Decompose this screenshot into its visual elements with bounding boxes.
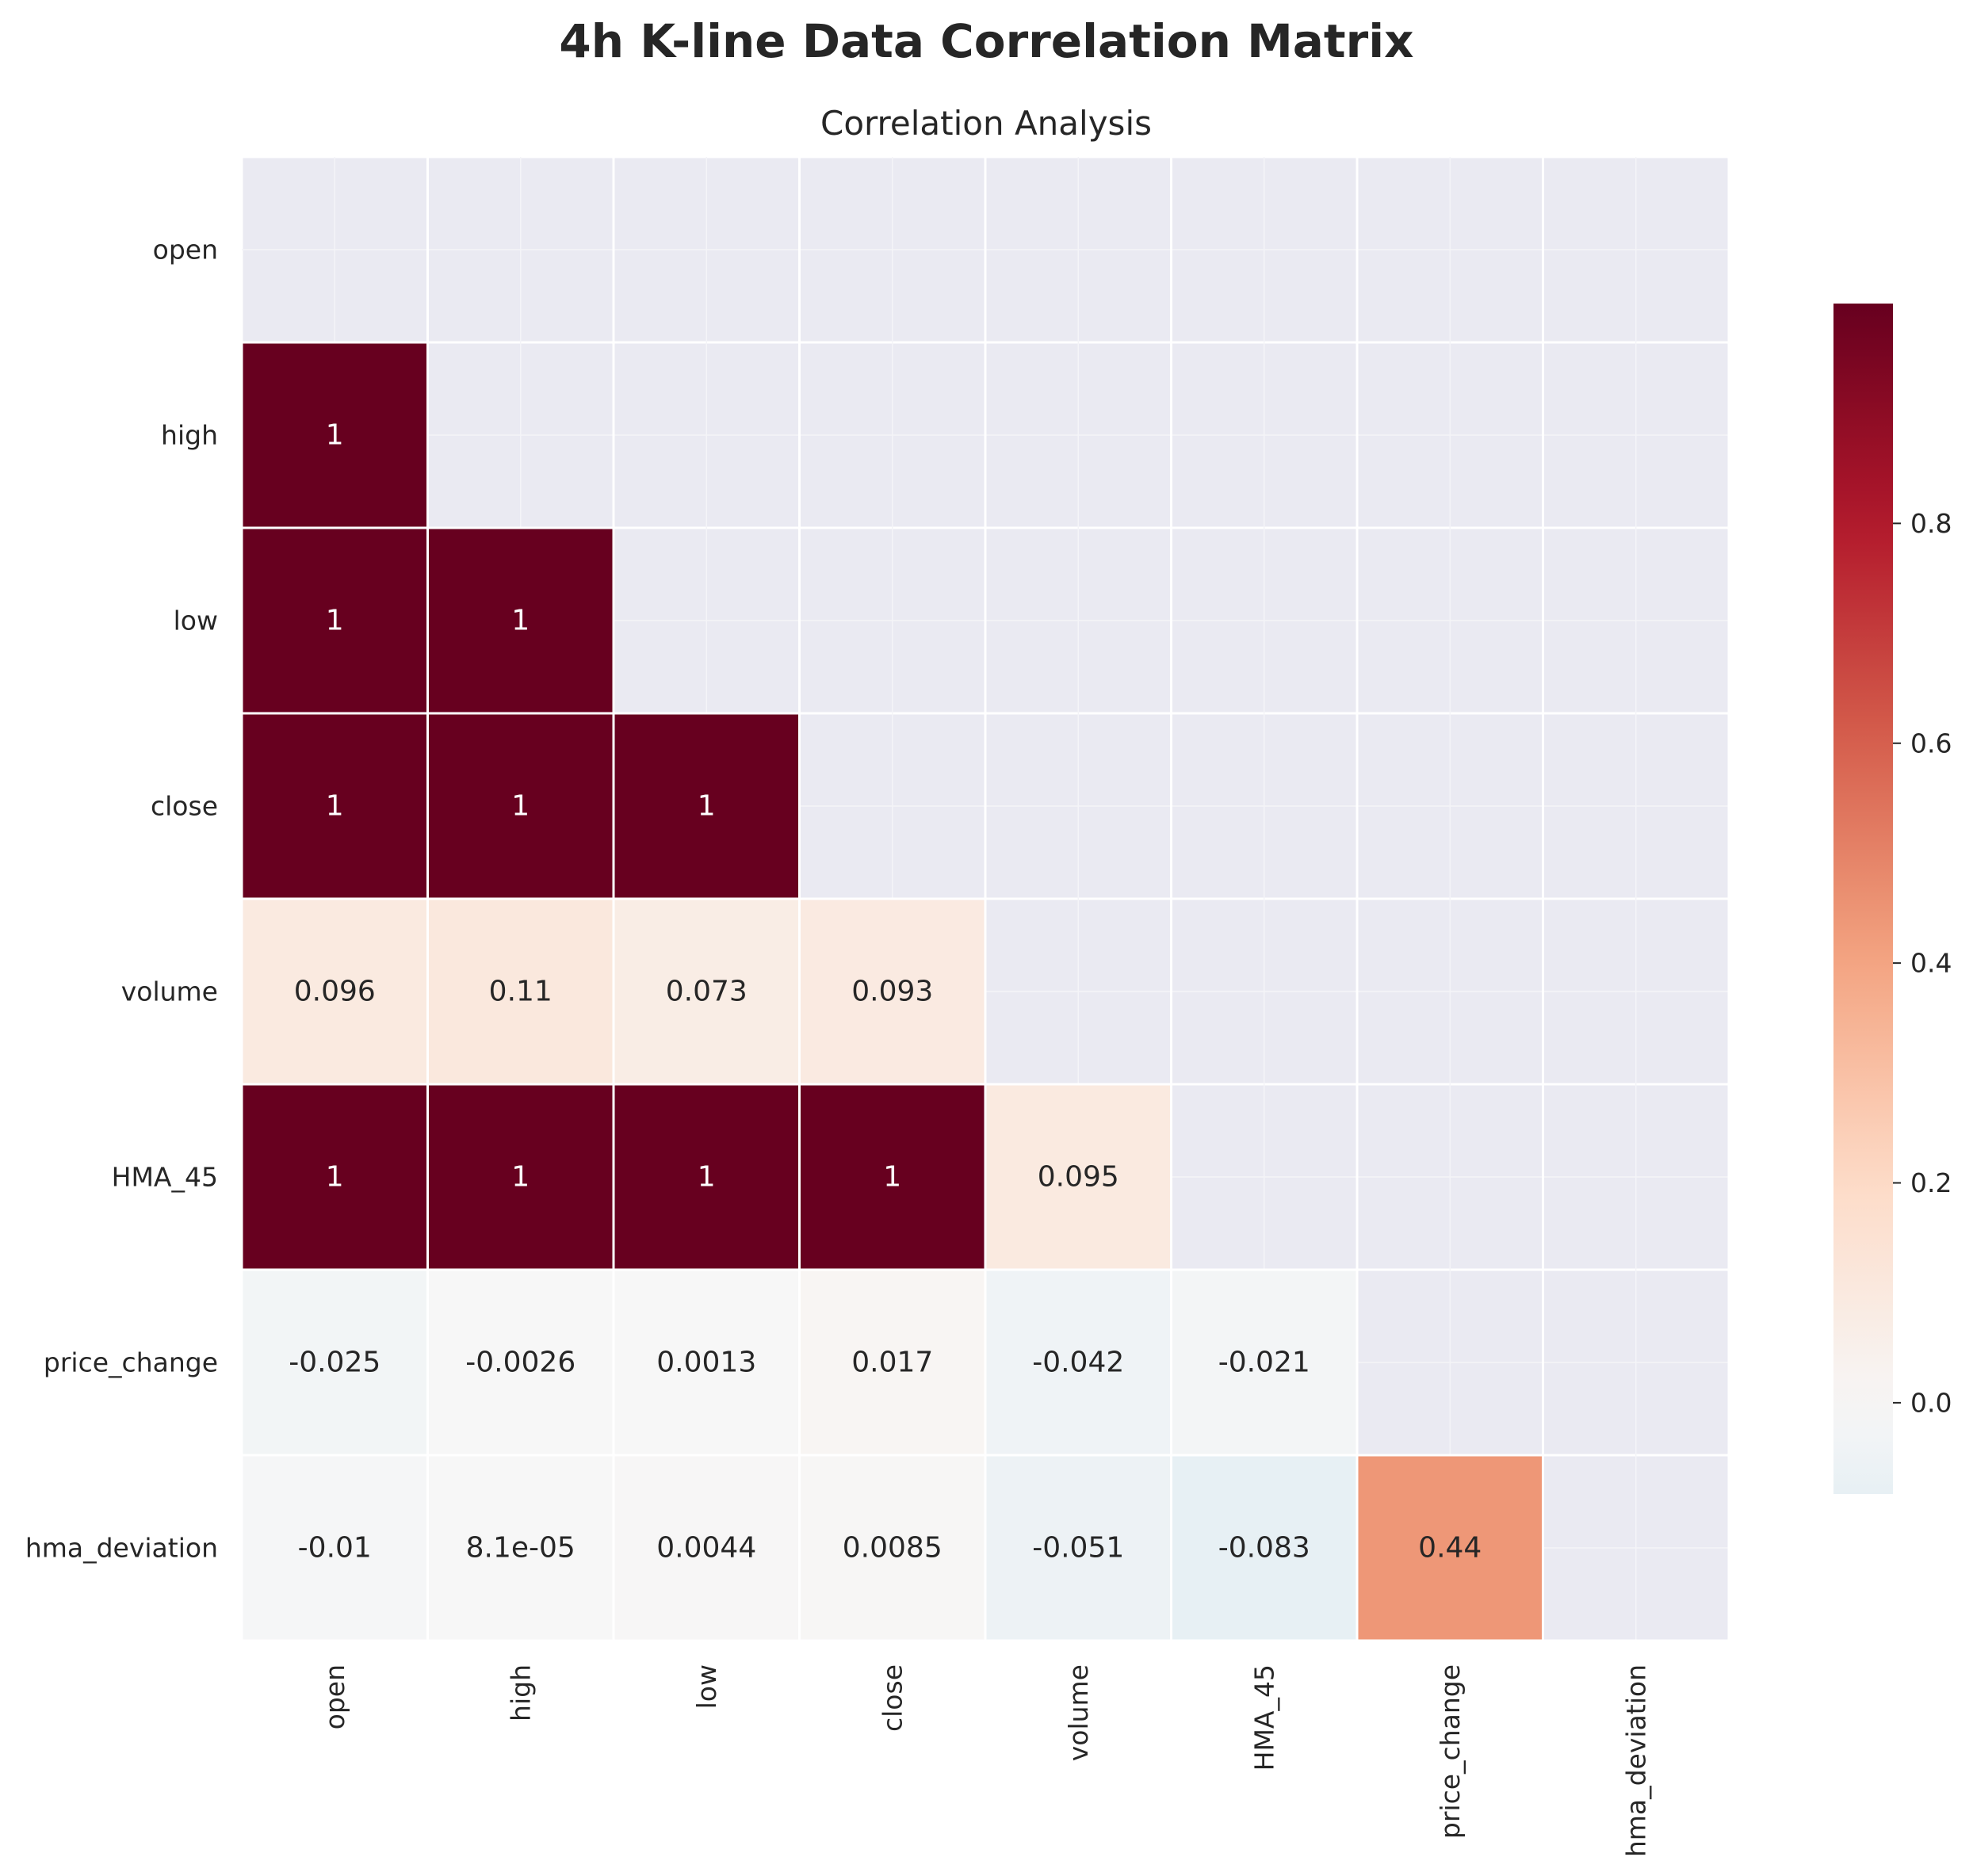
- heatmap-cell: [240, 341, 429, 529]
- cell-value-label: 1: [511, 1161, 530, 1194]
- heatmap-cells: 1 1 1 1 1 1 0.096 0.11 0.073 0.093 1 1 1 1 0.095 -0.025…: [240, 341, 1544, 1642]
- y-tick-label: high: [161, 420, 218, 451]
- heatmap-cell: [240, 712, 429, 900]
- heatmap-cell: [612, 1083, 801, 1271]
- cell-value-label: 0.0085: [843, 1532, 943, 1565]
- x-tick-label: HMA_45: [1248, 1664, 1279, 1771]
- cell-value-label: 0.11: [489, 976, 553, 1008]
- heatmap-cell: [612, 1454, 801, 1642]
- cell-value-label: 0.0013: [656, 1347, 756, 1379]
- colorbar-gradient: [1833, 304, 1893, 1494]
- cell-value-label: 1: [698, 1161, 716, 1194]
- y-tick-label: price_change: [44, 1347, 218, 1378]
- cell-value-label: 1: [326, 1161, 344, 1194]
- cell-value-label: 1: [511, 605, 530, 637]
- x-tick-label: open: [319, 1664, 350, 1729]
- y-tick-label: hma_deviation: [25, 1533, 218, 1564]
- cell-value-label: 0.017: [851, 1347, 933, 1379]
- heatmap-cell: [426, 1454, 615, 1642]
- y-tick-label: volume: [121, 976, 218, 1007]
- heatmap-cell: [798, 1454, 987, 1642]
- x-axis-labels: open high low close volume HMA_45 price_change…: [319, 1664, 1652, 1857]
- cell-value-label: 0.0044: [656, 1532, 756, 1565]
- x-tick-label: hma_deviation: [1620, 1664, 1651, 1857]
- heatmap-cell: [612, 1268, 801, 1457]
- x-tick-label: close: [877, 1664, 908, 1732]
- y-tick-label: HMA_45: [112, 1162, 218, 1193]
- colorbar: 0.0 0.2 0.4 0.6 0.8: [1833, 304, 1952, 1494]
- heatmap-cell: [798, 897, 987, 1086]
- x-tick-label: high: [505, 1664, 536, 1721]
- y-tick-label: open: [153, 235, 218, 266]
- chart-subtitle: Correlation Analysis: [820, 104, 1152, 143]
- y-tick-label: close: [151, 791, 218, 822]
- heatmap-cell: [984, 1083, 1172, 1271]
- x-tick-label: volume: [1063, 1664, 1094, 1761]
- cell-value-label: 0.44: [1418, 1532, 1482, 1565]
- heatmap-cell: [984, 1268, 1172, 1457]
- heatmap-cell: [612, 712, 801, 900]
- cell-value-label: -0.0026: [465, 1347, 575, 1379]
- heatmap-cell: [1170, 1454, 1359, 1642]
- heatmap-cell: [798, 1268, 987, 1457]
- heatmap-cell: [240, 1454, 429, 1642]
- cell-value-label: -0.025: [289, 1347, 380, 1379]
- cell-value-label: 0.096: [294, 976, 376, 1008]
- y-axis-labels: open high low close volume HMA_45 price_change…: [25, 235, 218, 1564]
- heatmap-cell: [426, 1268, 615, 1457]
- colorbar-tick-label: 0.0: [1910, 1387, 1952, 1418]
- cell-value-label: 8.1e-05: [466, 1532, 575, 1565]
- cell-value-label: 1: [883, 1161, 901, 1194]
- heatmap-cell: [426, 526, 615, 715]
- cell-value-label: -0.021: [1218, 1347, 1310, 1379]
- cell-value-label: 1: [326, 790, 344, 823]
- x-tick-label: price_change: [1435, 1664, 1466, 1839]
- cell-value-label: 1: [326, 419, 344, 452]
- cell-value-label: 1: [698, 790, 716, 823]
- colorbar-tick-label: 0.4: [1910, 948, 1952, 979]
- colorbar-tick-label: 0.2: [1910, 1167, 1952, 1198]
- cell-value-label: -0.042: [1032, 1347, 1124, 1379]
- cell-value-label: -0.051: [1032, 1532, 1124, 1565]
- chart-title: 4h K-line Data Correlation Matrix: [559, 14, 1414, 68]
- cell-value-label: 0.093: [851, 976, 933, 1008]
- cell-value-label: -0.01: [298, 1532, 372, 1565]
- x-tick-label: low: [691, 1664, 722, 1709]
- colorbar-tick-label: 0.6: [1910, 728, 1952, 758]
- heatmap-cell: [1355, 1454, 1544, 1642]
- y-tick-label: low: [174, 606, 218, 636]
- heatmap-cell: [240, 897, 429, 1086]
- cell-value-label: 0.073: [666, 976, 748, 1008]
- cell-value-label: 1: [511, 790, 530, 823]
- cell-value-label: -0.083: [1218, 1532, 1310, 1565]
- colorbar-tick-label: 0.8: [1910, 508, 1952, 539]
- heatmap-cell: [426, 1083, 615, 1271]
- cell-value-label: 1: [326, 605, 344, 637]
- cell-value-label: 0.095: [1038, 1161, 1119, 1194]
